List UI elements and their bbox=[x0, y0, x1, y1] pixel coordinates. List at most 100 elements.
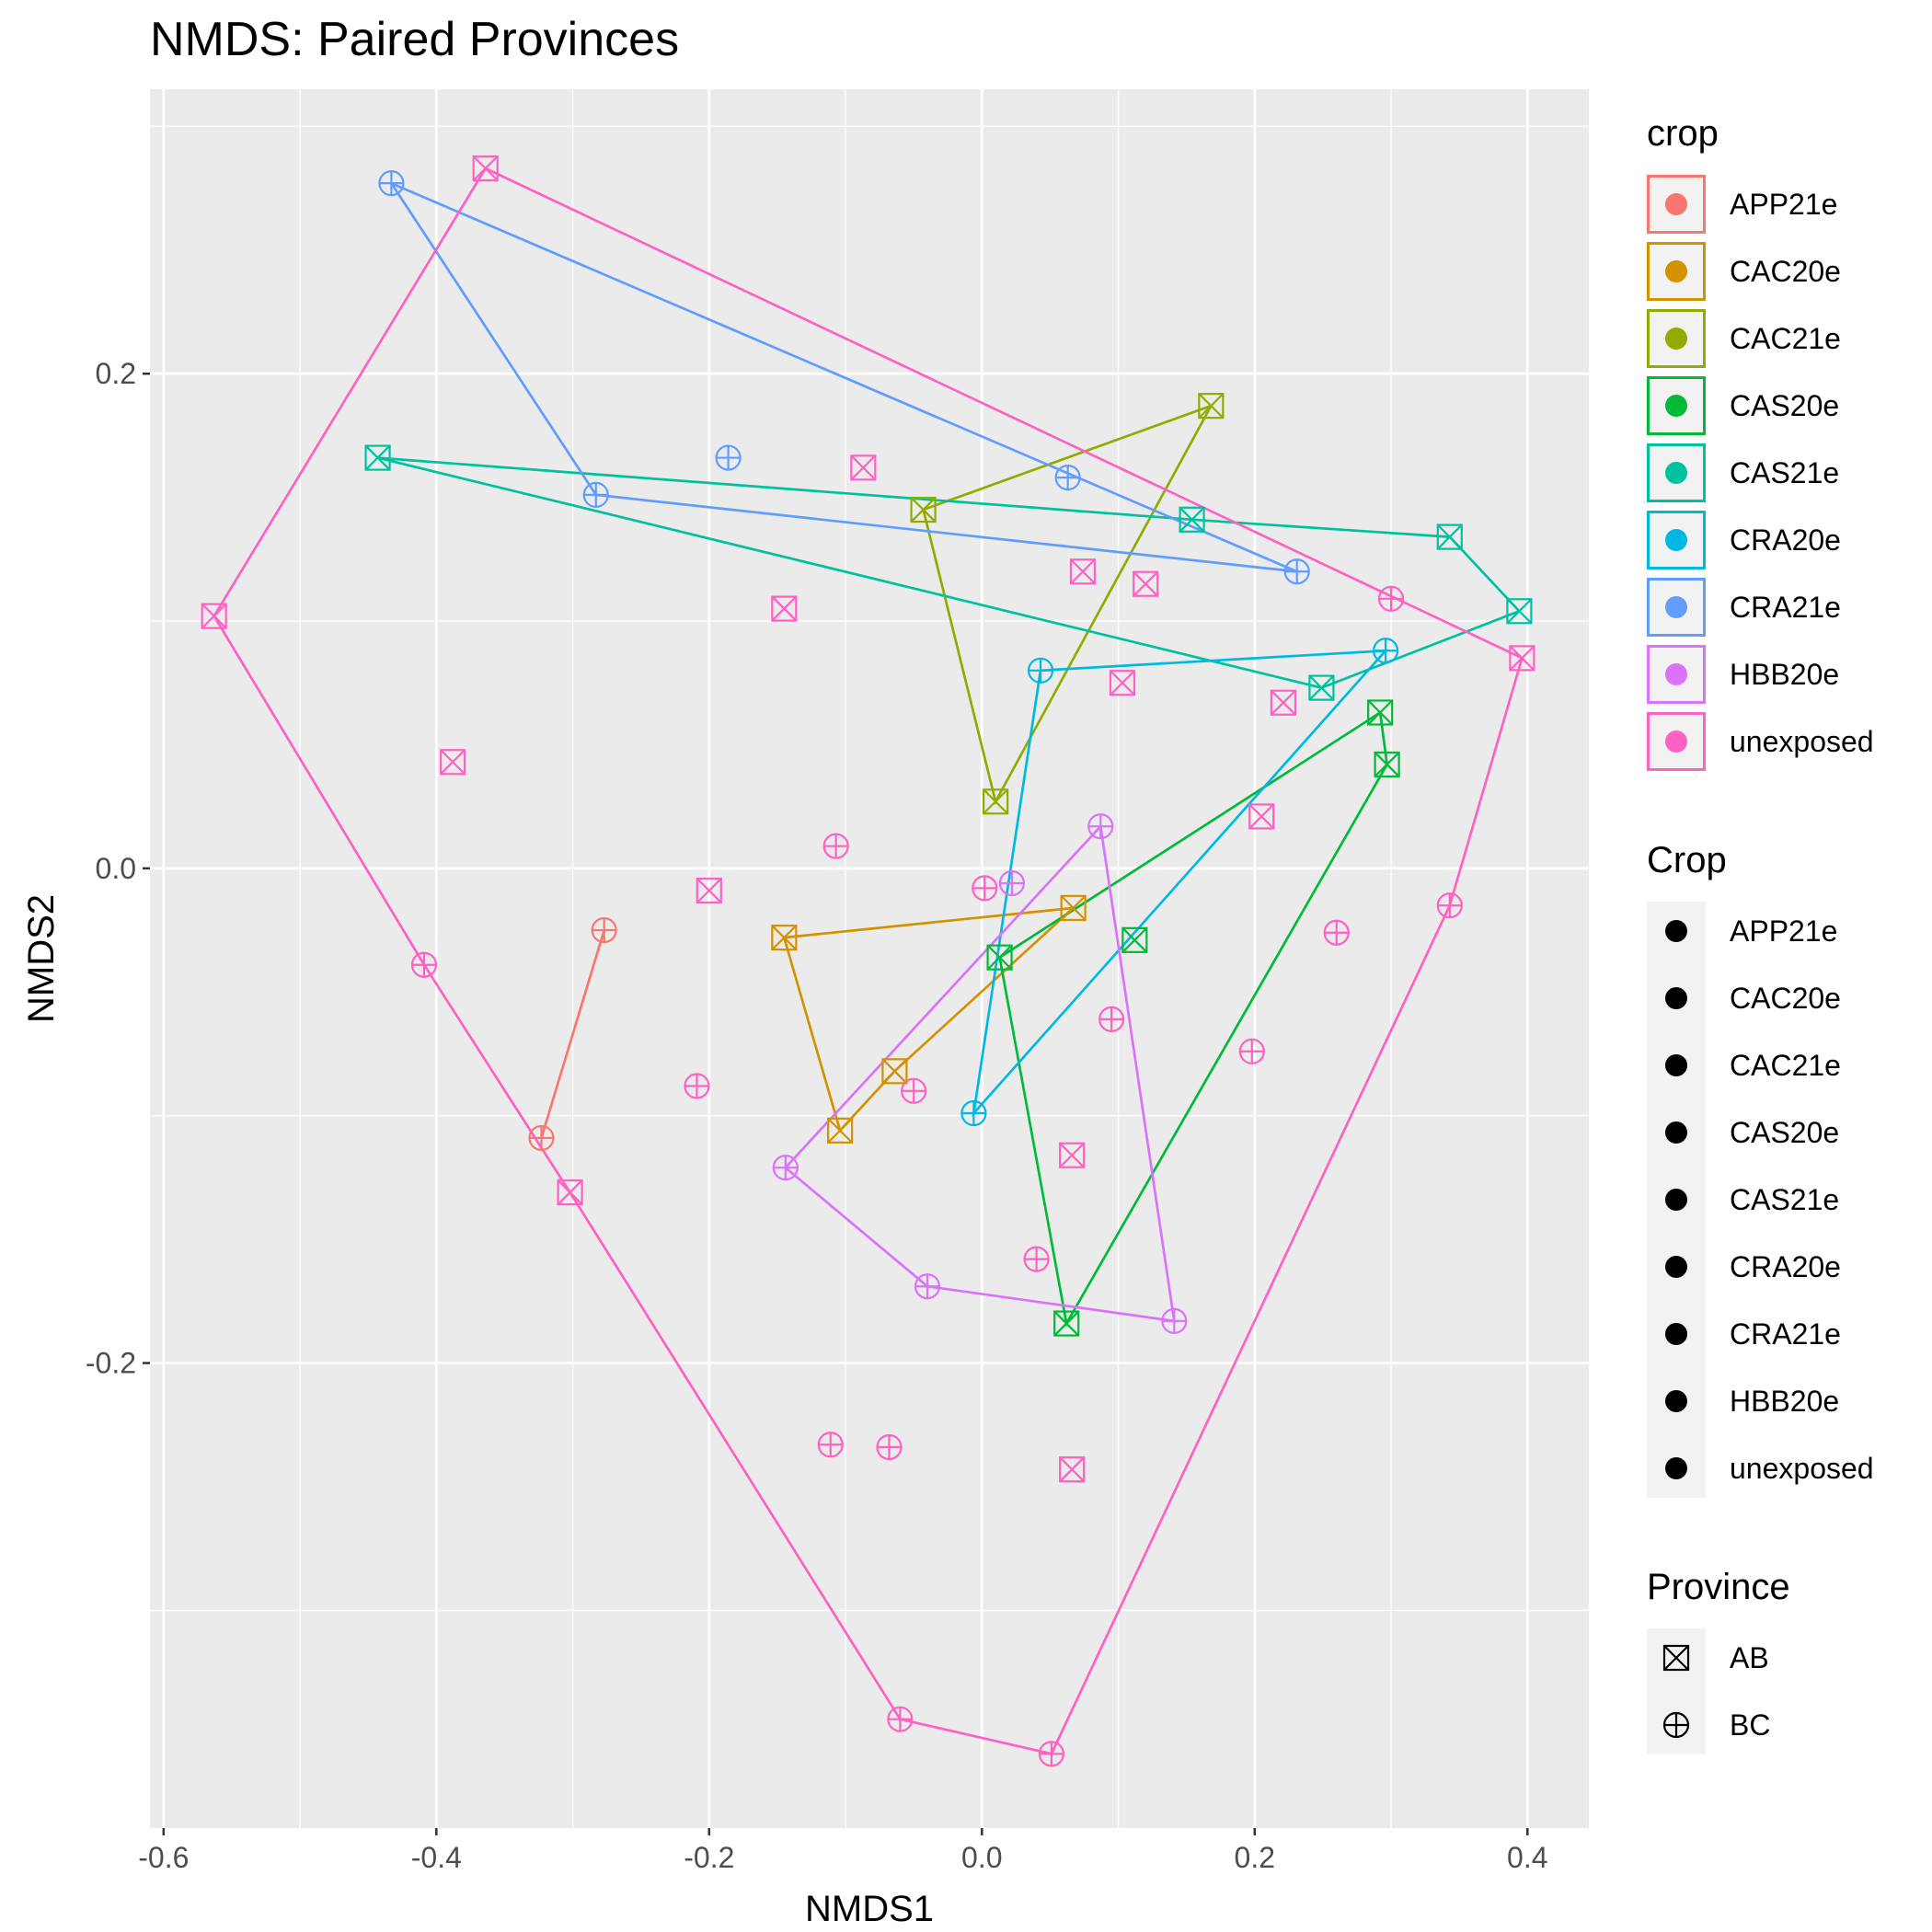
point-HBB20e-BC bbox=[998, 869, 1026, 897]
legend-label: CAS21e bbox=[1730, 456, 1839, 489]
y-tick-label: 0.0 bbox=[96, 852, 136, 885]
point-CAS20e-AB bbox=[1374, 751, 1400, 778]
hull-CRA20e bbox=[972, 649, 1389, 1118]
point-unexposed-AB bbox=[1059, 1142, 1086, 1168]
legend-key-CRA21e bbox=[1665, 1323, 1687, 1345]
legend-crop: crop APP21e CAC20e CAC21e CAS20e CAS21e CRA20e… bbox=[1647, 113, 1874, 771]
legend-label: HBB20e bbox=[1730, 658, 1839, 691]
point-unexposed-BC bbox=[1238, 1038, 1265, 1064]
point-unexposed-BC bbox=[887, 1706, 914, 1732]
legend-key-HBB20e bbox=[1665, 1390, 1687, 1412]
y-axis-ticks: -0.2 0.0 0.2 bbox=[86, 357, 150, 1380]
legend-key-unexposed bbox=[1665, 1457, 1687, 1479]
point-CAC21e-AB bbox=[1198, 393, 1225, 420]
point-unexposed-BC bbox=[876, 1433, 903, 1461]
legend-key-CRA21e bbox=[1647, 578, 1706, 637]
point-unexposed-AB bbox=[1059, 1456, 1086, 1483]
point-HBB20e-BC bbox=[772, 1155, 799, 1181]
point-unexposed-BC bbox=[410, 951, 438, 978]
point-unexposed-AB bbox=[201, 603, 227, 629]
point-CAS21e-AB bbox=[1436, 523, 1463, 550]
point-unexposed-BC bbox=[1023, 1246, 1050, 1272]
point-HBB20e-BC bbox=[1161, 1307, 1188, 1334]
x-tick-label: -0.6 bbox=[138, 1841, 189, 1874]
legend-key-CAC21e bbox=[1665, 1054, 1687, 1076]
point-APP21e-BC bbox=[591, 916, 617, 944]
hull-CAS21e bbox=[377, 456, 1522, 690]
point-unexposed-AB bbox=[771, 595, 798, 622]
point-CRA21e-BC bbox=[378, 170, 405, 197]
legend-key-CAS21e bbox=[1647, 443, 1706, 502]
point-unexposed-BC bbox=[817, 1432, 844, 1458]
legend-title: Crop bbox=[1647, 840, 1727, 880]
point-CAC21e-AB bbox=[910, 496, 937, 523]
x-tick-label: 0.0 bbox=[961, 1841, 1002, 1874]
point-CAS20e-AB bbox=[986, 944, 1013, 971]
point-unexposed-BC bbox=[972, 875, 998, 902]
point-CRA20e-BC bbox=[1027, 657, 1054, 684]
hull-CAC21e bbox=[922, 403, 1214, 805]
point-unexposed-BC bbox=[1323, 919, 1350, 946]
legends: crop APP21e CAC20e CAC21e CAS20e CAS21e CRA20e… bbox=[1647, 113, 1874, 1754]
legend-label: CAC21e bbox=[1730, 1049, 1841, 1082]
point-unexposed-AB bbox=[850, 454, 877, 481]
legend-key-BC bbox=[1662, 1711, 1690, 1739]
point-CAS20e-AB bbox=[1053, 1310, 1080, 1337]
legend-label: APP21e bbox=[1730, 914, 1837, 948]
legend-label: CRA20e bbox=[1730, 1250, 1841, 1283]
major-gridlines bbox=[150, 89, 1589, 1828]
legend-key-CAC21e bbox=[1647, 309, 1706, 368]
point-CAS21e-AB bbox=[364, 444, 391, 471]
legend-label: APP21e bbox=[1730, 188, 1837, 221]
x-axis-ticks: -0.6 -0.4 -0.2 0.0 0.2 0.4 bbox=[138, 1828, 1548, 1874]
point-unexposed-AB bbox=[557, 1179, 583, 1206]
legend-shape-AB bbox=[1662, 1644, 1690, 1672]
point-HBB20e-BC bbox=[1087, 813, 1114, 840]
x-tick-label: -0.4 bbox=[411, 1841, 462, 1874]
legend-key-CRA20e bbox=[1647, 511, 1706, 569]
plot-panel bbox=[150, 89, 1589, 1828]
point-CAC21e-AB bbox=[983, 788, 1009, 815]
point-CAC20e-AB bbox=[771, 925, 798, 951]
point-unexposed-BC bbox=[1377, 585, 1405, 612]
point-CAC20e-AB bbox=[1060, 894, 1087, 921]
legend-key-AB bbox=[1662, 1644, 1690, 1672]
legend-key-CAC20e bbox=[1665, 987, 1687, 1009]
legend-key-CAC20e bbox=[1647, 242, 1706, 301]
point-unexposed-BC bbox=[1038, 1741, 1065, 1767]
point-unexposed-AB bbox=[1109, 670, 1136, 696]
x-tick-label: -0.2 bbox=[684, 1841, 734, 1874]
legend-label: CAC21e bbox=[1730, 322, 1841, 355]
point-CRA21e-BC bbox=[1283, 558, 1310, 585]
point-CRA21e-BC bbox=[582, 481, 609, 509]
y-tick-label: 0.2 bbox=[96, 357, 136, 390]
point-CAS21e-AB bbox=[1506, 598, 1533, 625]
point-unexposed-BC bbox=[1436, 892, 1463, 919]
point-CAC20e-AB bbox=[827, 1117, 854, 1144]
legend-title: crop bbox=[1647, 113, 1719, 154]
point-unexposed-AB bbox=[1133, 570, 1159, 597]
legend-label: CRA21e bbox=[1730, 1317, 1841, 1351]
legend-label: unexposed bbox=[1730, 1452, 1874, 1485]
point-CRA20e-BC bbox=[960, 1099, 987, 1127]
legend-key-HBB20e bbox=[1647, 645, 1706, 704]
point-CRA20e-BC bbox=[1373, 638, 1399, 664]
legend-label: CRA21e bbox=[1730, 591, 1841, 624]
hull-CRA21e bbox=[390, 181, 1298, 573]
legend-label: CAS20e bbox=[1730, 1116, 1839, 1149]
legend-label: BC bbox=[1730, 1708, 1770, 1742]
point-unexposed-BC bbox=[822, 833, 849, 859]
chart-title: NMDS: Paired Provinces bbox=[150, 13, 679, 66]
legend-label: CAS21e bbox=[1730, 1183, 1839, 1216]
legend-label: unexposed bbox=[1730, 725, 1874, 758]
point-unexposed-AB bbox=[472, 155, 499, 182]
legend-key-CRA20e bbox=[1665, 1256, 1687, 1278]
hull-APP21e bbox=[540, 929, 605, 1139]
x-axis-title: NMDS1 bbox=[805, 1889, 934, 1929]
y-axis-title: NMDS2 bbox=[21, 894, 62, 1023]
point-unexposed-AB bbox=[1509, 645, 1535, 672]
legend-label: CRA20e bbox=[1730, 523, 1841, 557]
point-HBB20e-BC bbox=[914, 1273, 941, 1300]
point-CAS21e-AB bbox=[1179, 506, 1205, 533]
